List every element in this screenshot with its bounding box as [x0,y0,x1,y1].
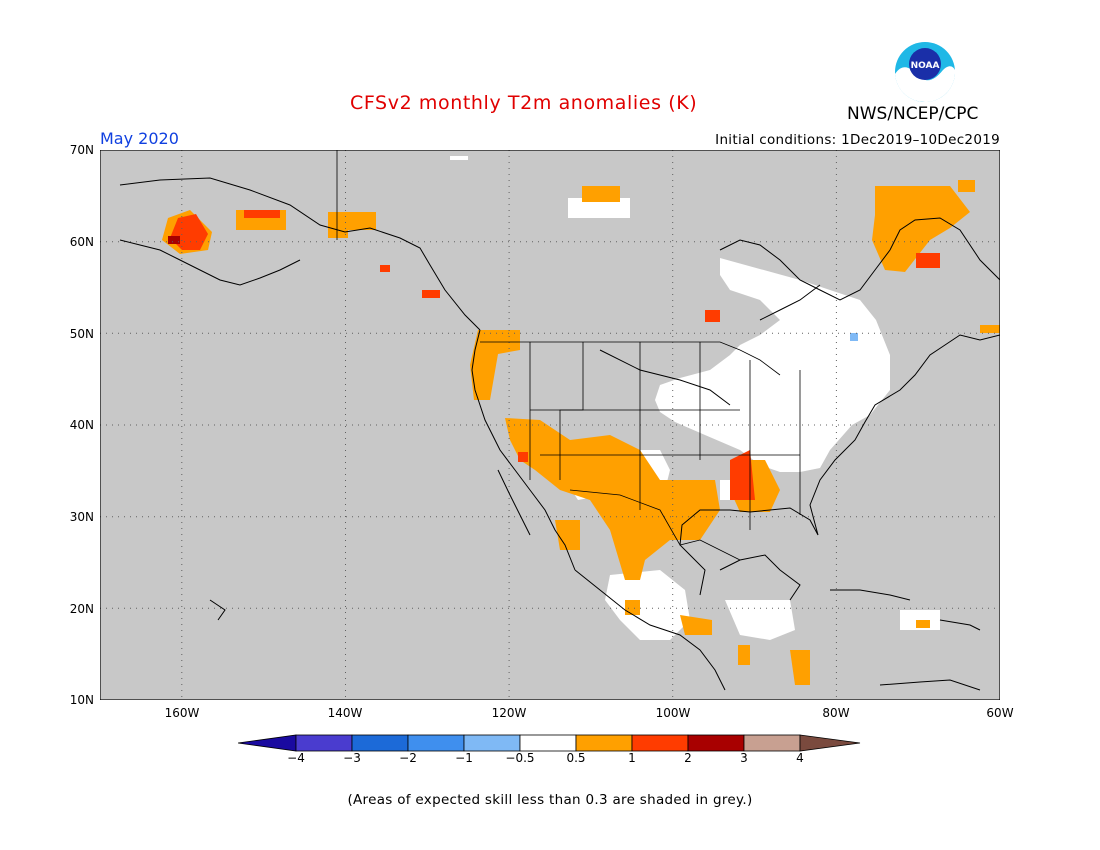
colorbar-bin [463,734,521,752]
colorbar-label: −0.5 [505,751,535,765]
lat-label-50n: 50N [69,327,94,341]
colorbar-label: 2 [684,751,692,765]
colorbar-label: −3 [343,751,361,765]
lat-label-10n: 10N [69,693,94,707]
lat-label-40n: 40N [69,418,94,432]
colorbar-bin [687,734,745,752]
colorbar-bin [519,734,577,752]
skill-footnote: (Areas of expected skill less than 0.3 a… [347,792,753,808]
colorbar-label: 4 [796,751,804,765]
colorbar-bin [351,734,409,752]
colorbar-label: −4 [287,751,305,765]
coastlines [119,177,1000,691]
chart-title: CFSv2 monthly T2m anomalies (K) [350,92,698,114]
colorbar-bin [631,734,689,752]
colorbar [238,734,861,752]
colorbar-high-arrow [799,734,861,752]
agency-label: NWS/NCEP/CPC [847,104,979,124]
initial-conditions: Initial conditions: 1Dec2019–10Dec2019 [715,132,1000,148]
map-gridlines [100,150,1000,700]
colorbar-label: 0.5 [566,751,586,765]
colorbar-label: 3 [740,751,748,765]
lat-label-30n: 30N [69,510,94,524]
colorbar-label: −2 [399,751,417,765]
lon-label-160w: 160W [164,706,200,720]
lon-label-100w: 100W [655,706,691,720]
colorbar-bin [295,734,353,752]
state-borders [336,150,801,561]
lat-label-60n: 60N [69,235,94,249]
lon-label-120w: 120W [491,706,527,720]
lon-label-140w: 140W [327,706,363,720]
extreme-warm-anomaly-areas [168,236,180,244]
colorbar-bin [407,734,465,752]
lat-label-20n: 20N [69,602,94,616]
forecast-month: May 2020 [100,129,179,148]
colorbar-bin [743,734,801,752]
noaa-logo: NOAA [893,40,957,108]
lon-label-80w: 80W [822,706,850,720]
lat-label-70n: 70N [69,143,94,157]
lon-label-60w: 60W [986,706,1014,720]
colorbar-bin [575,734,633,752]
cool-anomaly-areas [850,333,858,341]
colorbar-low-arrow [238,734,297,752]
strong-warm-anomaly-areas [170,210,940,500]
colorbar-label: 1 [628,751,636,765]
colorbar-label: −1 [455,751,473,765]
anomaly-map [100,150,1000,700]
logo-text: NOAA [911,61,940,71]
